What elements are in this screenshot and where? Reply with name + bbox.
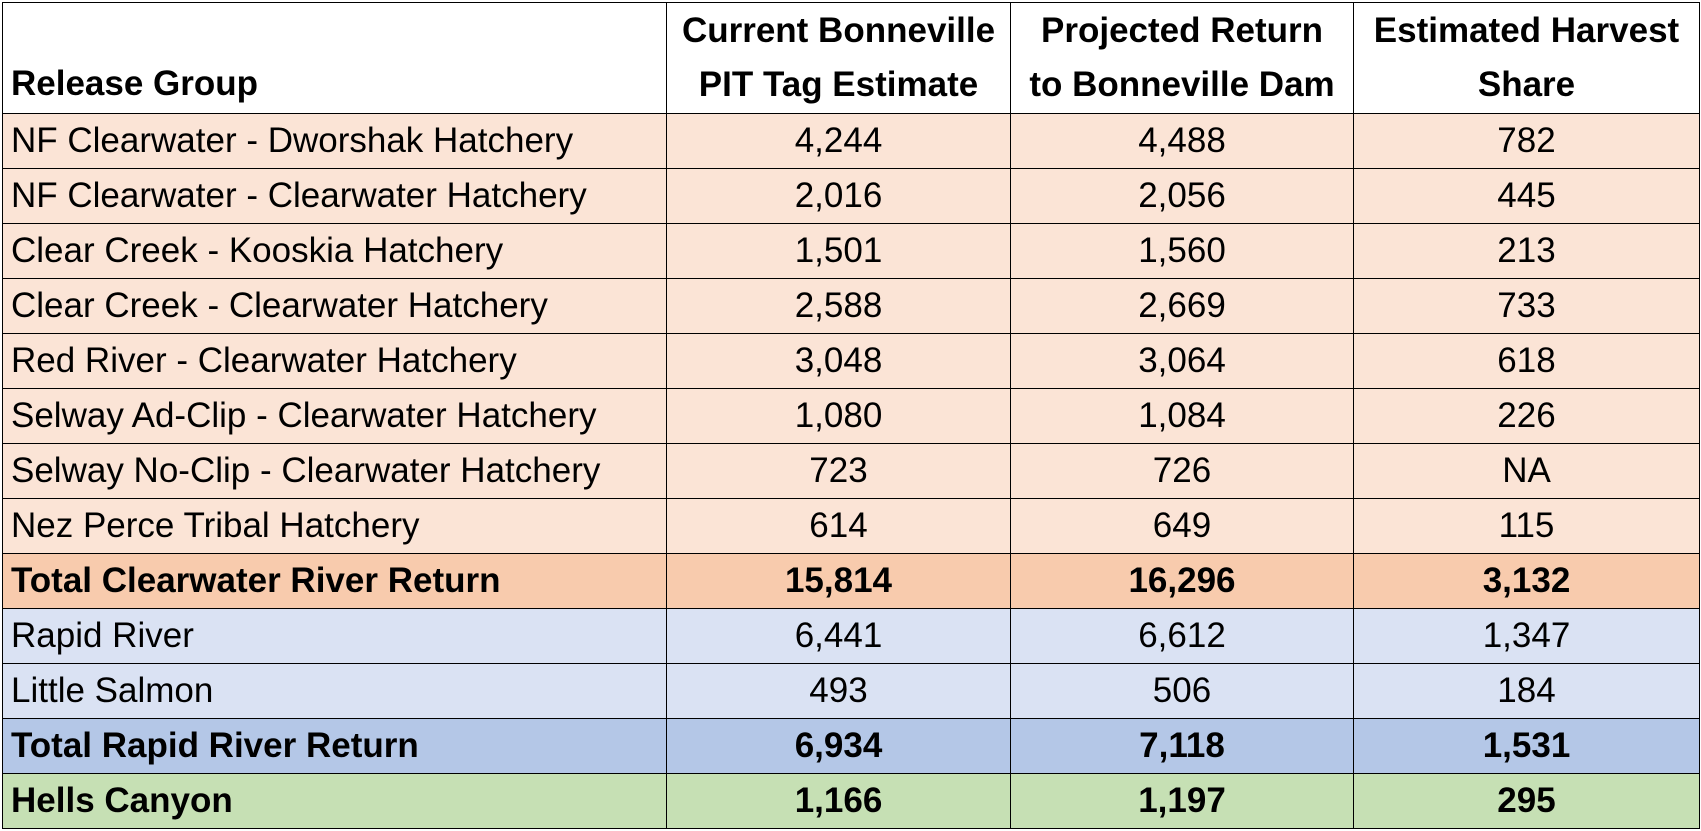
cell-harvest-share: 1,347 [1353,608,1700,664]
cell-projected-return: 726 [1010,443,1354,499]
cell-release-group: Selway No-Clip - Clearwater Hatchery [2,443,667,499]
table-row: Little Salmon 493 506 184 [2,663,1700,719]
cell-release-group: Total Rapid River Return [2,718,667,774]
cell-harvest-share: 115 [1353,498,1700,554]
cell-projected-return: 1,084 [1010,388,1354,444]
header-estimated-harvest: Estimated Harvest Share [1353,2,1700,114]
cell-current-estimate: 3,048 [666,333,1011,389]
cell-current-estimate: 493 [666,663,1011,719]
table-row: NF Clearwater - Clearwater Hatchery 2,01… [2,168,1700,224]
cell-projected-return: 16,296 [1010,553,1354,609]
table-header: Release Group Current Bonneville PIT Tag… [2,2,1700,114]
cell-current-estimate: 15,814 [666,553,1011,609]
cell-current-estimate: 614 [666,498,1011,554]
cell-release-group: Nez Perce Tribal Hatchery [2,498,667,554]
cell-projected-return: 649 [1010,498,1354,554]
table-row: NF Clearwater - Dworshak Hatchery 4,244 … [2,113,1700,169]
total-row-hells-canyon: Hells Canyon 1,166 1,197 295 [2,773,1700,829]
cell-current-estimate: 723 [666,443,1011,499]
table-row: Selway Ad-Clip - Clearwater Hatchery 1,0… [2,388,1700,444]
cell-release-group: Red River - Clearwater Hatchery [2,333,667,389]
total-row-clearwater: Total Clearwater River Return 15,814 16,… [2,553,1700,609]
cell-projected-return: 6,612 [1010,608,1354,664]
cell-projected-return: 1,197 [1010,773,1354,829]
cell-release-group: Hells Canyon [2,773,667,829]
cell-projected-return: 2,056 [1010,168,1354,224]
cell-release-group: Clear Creek - Clearwater Hatchery [2,278,667,334]
cell-current-estimate: 1,501 [666,223,1011,279]
header-harvest-line1: Estimated Harvest [1373,11,1680,50]
cell-release-group: Clear Creek - Kooskia Hatchery [2,223,667,279]
table-row: Nez Perce Tribal Hatchery 614 649 115 [2,498,1700,554]
header-current-line2: PIT Tag Estimate [698,65,979,104]
header-release-group: Release Group [2,2,667,114]
cell-projected-return: 1,560 [1010,223,1354,279]
cell-harvest-share: 226 [1353,388,1700,444]
table-row: Clear Creek - Clearwater Hatchery 2,588 … [2,278,1700,334]
cell-current-estimate: 4,244 [666,113,1011,169]
table-row: Rapid River 6,441 6,612 1,347 [2,608,1700,664]
cell-harvest-share: 733 [1353,278,1700,334]
cell-projected-return: 3,064 [1010,333,1354,389]
header-current-pit-estimate: Current Bonneville PIT Tag Estimate [666,2,1011,114]
cell-release-group: Little Salmon [2,663,667,719]
table-row: Clear Creek - Kooskia Hatchery 1,501 1,5… [2,223,1700,279]
total-row-rapid-river: Total Rapid River Return 6,934 7,118 1,5… [2,718,1700,774]
cell-release-group: Selway Ad-Clip - Clearwater Hatchery [2,388,667,444]
header-current-line1: Current Bonneville [681,11,996,50]
cell-harvest-share: 782 [1353,113,1700,169]
header-projected-return: Projected Return to Bonneville Dam [1010,2,1354,114]
header-release-group-label: Release Group [11,64,259,103]
cell-harvest-share: 445 [1353,168,1700,224]
cell-projected-return: 2,669 [1010,278,1354,334]
cell-release-group: NF Clearwater - Dworshak Hatchery [2,113,667,169]
table-row: Red River - Clearwater Hatchery 3,048 3,… [2,333,1700,389]
cell-release-group: Total Clearwater River Return [2,553,667,609]
cell-current-estimate: 2,016 [666,168,1011,224]
cell-current-estimate: 6,441 [666,608,1011,664]
cell-projected-return: 7,118 [1010,718,1354,774]
cell-projected-return: 506 [1010,663,1354,719]
cell-harvest-share: 3,132 [1353,553,1700,609]
cell-harvest-share: 618 [1353,333,1700,389]
header-projected-line2: to Bonneville Dam [1029,65,1335,104]
cell-release-group: NF Clearwater - Clearwater Hatchery [2,168,667,224]
header-projected-line1: Projected Return [1041,11,1323,50]
cell-current-estimate: 1,166 [666,773,1011,829]
cell-current-estimate: 6,934 [666,718,1011,774]
cell-harvest-share: 295 [1353,773,1700,829]
header-harvest-line2: Share [1477,65,1576,104]
cell-harvest-share: 213 [1353,223,1700,279]
header-row: Release Group Current Bonneville PIT Tag… [2,2,1700,114]
cell-current-estimate: 2,588 [666,278,1011,334]
cell-projected-return: 4,488 [1010,113,1354,169]
table-body: NF Clearwater - Dworshak Hatchery 4,244 … [2,113,1700,829]
cell-current-estimate: 1,080 [666,388,1011,444]
cell-harvest-share: 184 [1353,663,1700,719]
cell-harvest-share: 1,531 [1353,718,1700,774]
table-row: Selway No-Clip - Clearwater Hatchery 723… [2,443,1700,499]
cell-harvest-share: NA [1353,443,1700,499]
cell-release-group: Rapid River [2,608,667,664]
